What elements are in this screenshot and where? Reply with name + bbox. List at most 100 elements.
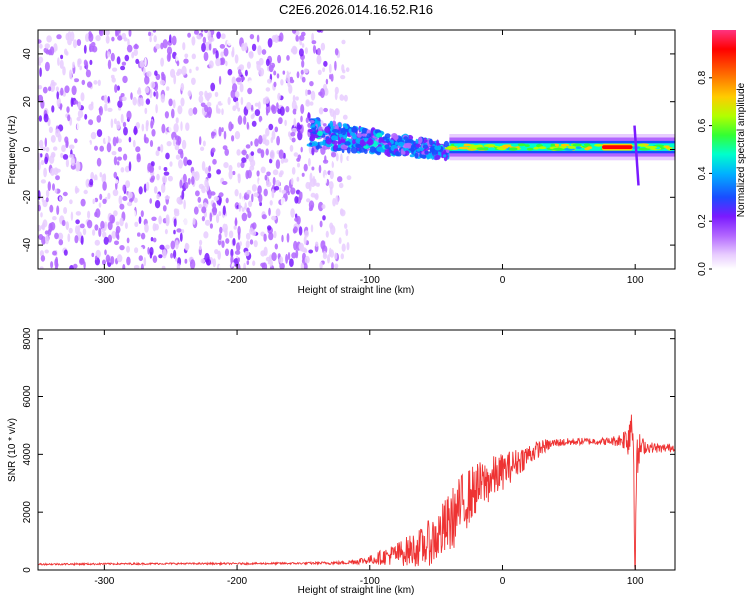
spectrogram-onset-cell bbox=[309, 142, 313, 146]
spectrogram-noise-cell bbox=[273, 70, 277, 76]
spectrogram-noise-cell bbox=[247, 87, 253, 95]
spectrogram-onset-cell bbox=[307, 129, 313, 133]
spectrogram-noise-cell bbox=[160, 42, 164, 50]
spectrogram-noise-cell bbox=[251, 43, 257, 52]
spectrogram-noise-cell bbox=[161, 123, 166, 134]
spectrogram-noise-cell bbox=[246, 260, 250, 265]
spectrogram-noise-cell bbox=[115, 221, 120, 226]
spectrogram-noise-cell bbox=[57, 163, 64, 169]
spectrogram-noise-cell bbox=[74, 235, 79, 244]
spectrogram-noise-cell bbox=[120, 65, 126, 71]
spectrogram-noise-cell bbox=[299, 186, 305, 193]
spectrogram-noise-cell bbox=[177, 105, 183, 115]
spectrogram-noise-cell bbox=[147, 247, 150, 255]
spectrogram-noise-cell bbox=[101, 173, 107, 184]
spectrogram-noise-cell bbox=[134, 36, 141, 44]
spectrogram-noise-cell bbox=[317, 69, 322, 76]
spectrogram-noise-cell bbox=[200, 102, 206, 108]
spectrogram-noise-cell bbox=[111, 77, 116, 83]
spectrogram-noise-cell bbox=[117, 146, 122, 152]
spectrogram-noise-cell bbox=[148, 31, 152, 36]
spectrogram-noise-cell bbox=[125, 180, 131, 189]
spectrogram-noise-cell bbox=[124, 222, 128, 230]
spectrogram-noise-cell bbox=[133, 265, 140, 269]
spectrogram-noise-cell bbox=[63, 48, 68, 55]
spectrogram-noise-cell bbox=[47, 228, 52, 236]
spectrogram-noise-cell bbox=[57, 133, 62, 143]
spectrogram-noise-cell bbox=[267, 78, 272, 84]
spectrogram-noise-cell bbox=[55, 256, 58, 264]
spectrogram-noise-cell bbox=[122, 121, 127, 128]
spectrogram-noise-cell bbox=[110, 255, 115, 265]
spectrogram-noise-cell bbox=[107, 96, 110, 103]
spectrogram-noise-cell bbox=[298, 48, 304, 57]
spectrogram-noise-cell bbox=[253, 192, 259, 198]
spectrogram-noise-cell bbox=[292, 30, 297, 34]
spectrogram-noise-cell bbox=[138, 255, 143, 262]
spectrogram-noise-cell bbox=[102, 231, 107, 238]
spectrogram-noise-cell bbox=[219, 44, 226, 49]
spectrogram-noise-cell bbox=[91, 252, 95, 258]
spectrogram-noise-cell bbox=[107, 234, 112, 243]
spectrogram-noise-cell bbox=[176, 228, 182, 233]
spectrogram-noise-cell bbox=[232, 105, 237, 112]
x-tick-label: -200 bbox=[227, 275, 247, 286]
spectrogram-noise-cell bbox=[215, 50, 219, 60]
spectrogram-noise-cell bbox=[264, 139, 270, 146]
spectrogram-noise-cell bbox=[276, 102, 279, 110]
spectrogram-onset-cell bbox=[348, 128, 352, 134]
spectrogram-noise-cell bbox=[286, 233, 290, 243]
spectrogram-noise-cell bbox=[61, 144, 66, 153]
spectrogram-noise-cell bbox=[223, 130, 227, 140]
spectrogram-noise-cell bbox=[311, 40, 317, 45]
spectrogram-noise-cell bbox=[179, 179, 183, 189]
spectrogram-noise-cell bbox=[45, 147, 50, 152]
spectrogram-noise-cell bbox=[55, 86, 60, 92]
spectrogram-noise-cell bbox=[315, 241, 319, 247]
spectrogram-noise-cell bbox=[201, 206, 207, 214]
spectrogram-carrier-cell bbox=[508, 147, 518, 151]
spectrogram-noise-cell bbox=[343, 94, 348, 102]
spectrogram-noise-cell bbox=[154, 70, 158, 76]
spectrogram-noise-cell bbox=[110, 52, 115, 62]
spectrogram-noise-cell bbox=[295, 249, 299, 259]
spectrogram-noise-cell bbox=[340, 153, 343, 164]
spectrogram-noise-cell bbox=[122, 75, 128, 84]
spectrogram-noise-cell bbox=[122, 264, 126, 269]
spectrogram-noise-cell bbox=[322, 67, 326, 73]
spectrogram-noise-cell bbox=[267, 38, 273, 48]
spectrogram-noise-cell bbox=[70, 31, 75, 42]
spectrogram-noise-cell bbox=[143, 67, 146, 76]
spectrogram-noise-cell bbox=[283, 158, 289, 163]
spectrogram-noise-cell bbox=[126, 256, 131, 266]
spectrogram-noise-cell bbox=[300, 115, 303, 123]
spectrogram-noise-cell bbox=[154, 200, 161, 209]
spectrogram-noise-cell bbox=[180, 121, 183, 132]
spectrogram-noise-cell bbox=[204, 90, 208, 99]
spectrogram-onset-cell bbox=[366, 133, 372, 139]
spectrogram-noise-cell bbox=[177, 148, 184, 155]
spectrogram-noise-cell bbox=[152, 237, 157, 243]
spectrogram-noise-cell bbox=[209, 37, 215, 42]
colorbar-tick-label: 0.0 bbox=[697, 262, 708, 276]
spectrogram-noise-cell bbox=[99, 193, 103, 200]
spectrogram-noise-cell bbox=[295, 35, 299, 42]
spectrogram-onset-cell bbox=[332, 129, 339, 133]
spectrogram-spur bbox=[633, 125, 640, 186]
spectrogram-noise-cell bbox=[273, 81, 277, 88]
spectrogram-noise-cell bbox=[144, 223, 149, 233]
spectrogram-noise-cell bbox=[315, 182, 320, 187]
spectrogram-noise-cell bbox=[48, 126, 54, 133]
spectrogram-noise-cell bbox=[323, 60, 328, 67]
spectrogram-noise-cell bbox=[42, 123, 46, 129]
spectrogram-noise-cell bbox=[51, 153, 55, 158]
spectrogram-noise-cell bbox=[57, 57, 60, 66]
x-tick-label: -200 bbox=[227, 576, 247, 587]
spectrogram-noise-cell bbox=[102, 259, 106, 266]
spectrogram-noise-cell bbox=[258, 67, 265, 77]
spectrogram-noise-cell bbox=[249, 165, 255, 171]
spectrogram-noise-cell bbox=[77, 109, 84, 119]
spectrogram-onset-cell bbox=[426, 153, 433, 159]
spectrogram-noise-cell bbox=[76, 116, 81, 122]
spectrogram-onset-cell bbox=[331, 135, 338, 141]
